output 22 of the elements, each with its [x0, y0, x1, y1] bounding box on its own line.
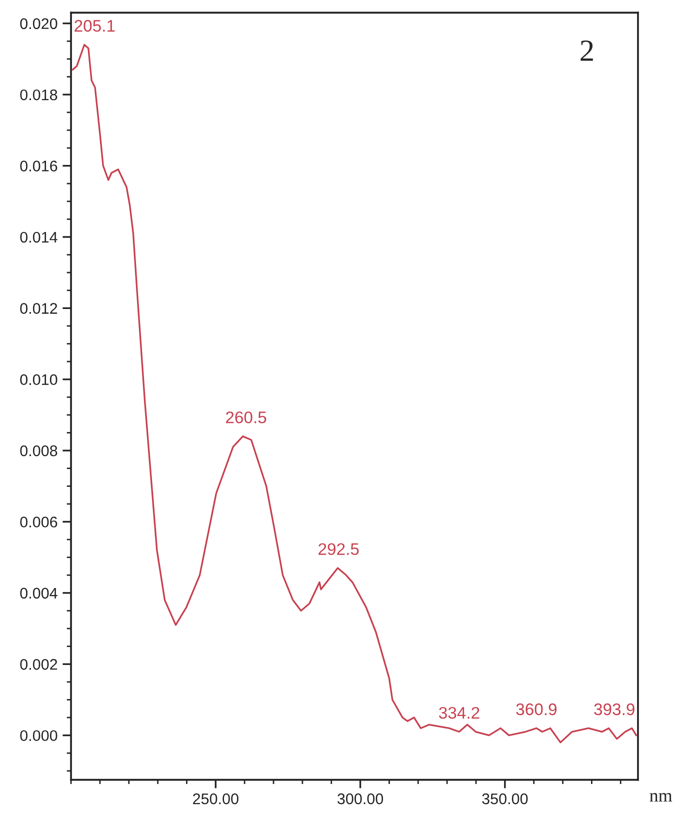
y-tick-label: 0.020 [20, 18, 58, 30]
x-tick-label: 250.00 [193, 793, 238, 804]
y-tick-label: 0.016 [20, 160, 58, 172]
x-tick-label: 300.00 [338, 793, 384, 804]
annotation: 205.1 [74, 20, 115, 32]
annotation: 393.9 [594, 703, 634, 716]
annotation: 260.5 [226, 411, 266, 424]
x-tick-label: 350.00 [482, 793, 528, 804]
annotation: 292.5 [318, 543, 359, 556]
y-tick-label: 0.006 [20, 516, 58, 528]
y-tick-label: 0.010 [20, 374, 58, 386]
x-axis-title: nm [650, 793, 672, 802]
y-tick-label: 0.014 [20, 232, 58, 243]
y-tick-label: 0.002 [20, 659, 58, 670]
y-tick-label: 0.008 [20, 445, 58, 456]
annotation: 334.2 [438, 706, 480, 719]
y-tick-label: 0.000 [20, 730, 58, 742]
y-tick-label: 0.018 [20, 89, 58, 100]
annotation: 360.9 [516, 703, 557, 716]
annotation: 2 [580, 40, 593, 61]
y-tick-label: 0.012 [20, 303, 58, 314]
y-tick-label: 0.004 [20, 588, 58, 599]
